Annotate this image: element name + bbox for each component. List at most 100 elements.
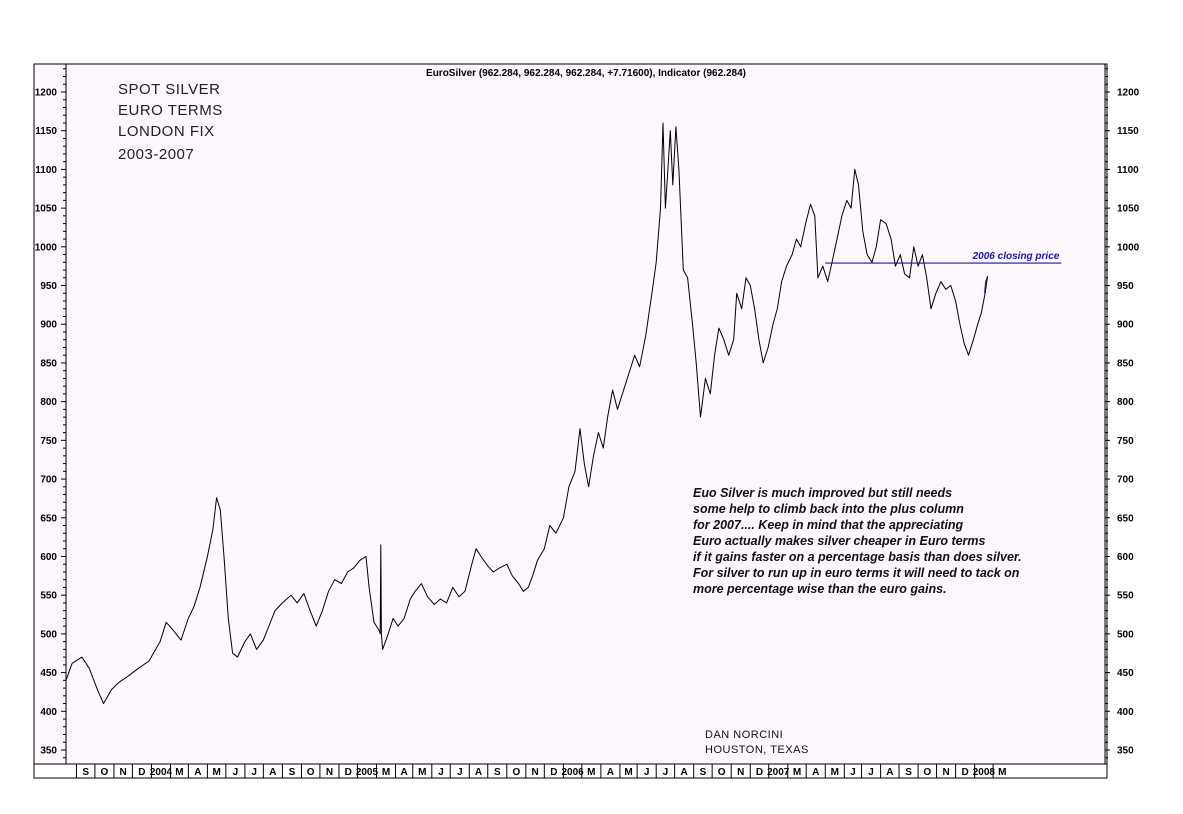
y-axis-right: 350 400 450 500 550 600 650 700 750 800 850 900 950 1… xyxy=(1104,64,1140,764)
y-tick-label: 350 xyxy=(1117,746,1134,757)
y-tick-label: 450 xyxy=(40,668,57,679)
x-tick-label: N xyxy=(737,767,744,778)
x-axis: S O N D 2004 M A M J J A S O N D 2005 M A M J J A S O N D 2006 M A M J… xyxy=(75,764,1007,778)
x-tick-label: 2006 xyxy=(561,767,584,778)
y-tick-label: 600 xyxy=(40,552,57,563)
x-tick-label: S xyxy=(289,767,296,778)
y-tick-label: 650 xyxy=(40,513,57,524)
title-line: SPOT SILVER xyxy=(118,81,220,98)
x-tick-label: J xyxy=(438,767,444,778)
y-tick-label: 1050 xyxy=(35,204,58,215)
series-layer xyxy=(65,122,989,705)
y-tick-label: 1000 xyxy=(35,242,58,253)
x-tick-label: A xyxy=(401,767,408,778)
x-tick-label: M xyxy=(587,767,595,778)
x-tick-label: J xyxy=(457,767,463,778)
y-tick-label: 1050 xyxy=(1117,204,1140,215)
annotation-line: For silver to run up in euro terms it wi… xyxy=(693,566,1020,580)
x-tick-label: J xyxy=(868,767,874,778)
x-tick-label: M xyxy=(382,767,390,778)
x-tick-label: O xyxy=(101,767,109,778)
y-tick-label: 1150 xyxy=(1117,126,1139,137)
x-tick-label: J xyxy=(251,767,257,778)
x-tick-label: O xyxy=(923,767,931,778)
x-tick-label: D xyxy=(962,767,969,778)
annotation-line: Euro actually makes silver cheaper in Eu… xyxy=(693,534,986,548)
y-tick-label: 700 xyxy=(40,475,57,486)
plot-area xyxy=(33,63,1108,765)
y-tick-label: 800 xyxy=(40,397,57,408)
x-tick-label: N xyxy=(942,767,949,778)
x-tick-label: M xyxy=(624,767,632,778)
x-tick-label: J xyxy=(644,767,650,778)
price-line xyxy=(65,122,989,705)
y-tick-label: 950 xyxy=(40,281,57,292)
y-tick-label: 850 xyxy=(40,358,57,369)
chart-title: SPOT SILVER EURO TERMS LONDON FIX 2003-2… xyxy=(118,81,223,163)
y-tick-label: 1000 xyxy=(1117,242,1140,253)
title-line: LONDON FIX xyxy=(118,123,215,140)
annotation-line: some help to climb back into the plus co… xyxy=(693,502,964,516)
x-tick-label: M xyxy=(418,767,426,778)
x-tick-label: M xyxy=(175,767,183,778)
y-tick-label: 500 xyxy=(40,629,57,640)
x-tick-label: S xyxy=(82,767,89,778)
x-tick-label: S xyxy=(494,767,501,778)
annotation-text: Euo Silver is much improved but still ne… xyxy=(693,486,1022,596)
x-tick-label: M xyxy=(793,767,801,778)
x-tick-label: M xyxy=(998,767,1006,778)
x-axis-strip xyxy=(33,763,1108,779)
y-tick-label: 550 xyxy=(40,591,57,602)
annotation-line: Euo Silver is much improved but still ne… xyxy=(693,486,952,500)
x-tick-label: D xyxy=(756,767,763,778)
x-tick-label: O xyxy=(512,767,520,778)
x-tick-label: J xyxy=(850,767,856,778)
recent-price-highlight xyxy=(984,276,989,294)
reference-line-label: 2006 closing price xyxy=(972,251,1060,262)
x-tick-label: S xyxy=(700,767,707,778)
signature: DAN NORCINI HOUSTON, TEXAS xyxy=(705,729,808,756)
x-tick-label: M xyxy=(831,767,839,778)
y-tick-label: 700 xyxy=(1117,475,1134,486)
y-tick-label: 800 xyxy=(1117,397,1134,408)
x-tick-label: 2004 xyxy=(150,767,173,778)
annotation-line: more percentage wise than the euro gains… xyxy=(693,582,947,596)
y-tick-label: 950 xyxy=(1117,281,1134,292)
x-tick-label: 2005 xyxy=(356,767,379,778)
y-tick-label: 900 xyxy=(40,320,57,331)
y-tick-label: 500 xyxy=(1117,629,1134,640)
y-tick-label: 650 xyxy=(1117,513,1134,524)
y-tick-label: 350 xyxy=(40,746,57,757)
x-tick-label: A xyxy=(607,767,614,778)
x-tick-label: A xyxy=(812,767,819,778)
chart-header: EuroSilver (962.284, 962.284, 962.284, +… xyxy=(426,68,746,79)
x-tick-label: A xyxy=(269,767,276,778)
x-tick-label: M xyxy=(212,767,220,778)
y-tick-label: 750 xyxy=(1117,436,1134,447)
x-tick-label: A xyxy=(886,767,893,778)
x-tick-label: J xyxy=(663,767,669,778)
y-tick-label: 1200 xyxy=(1117,88,1140,99)
x-tick-label: 2008 xyxy=(973,767,996,778)
title-line: EURO TERMS xyxy=(118,102,223,119)
y-tick-label: 1200 xyxy=(35,88,58,99)
y-tick-label: 900 xyxy=(1117,320,1134,331)
signature-name: DAN NORCINI xyxy=(705,729,783,741)
annotation-line: for 2007.... Keep in mind that the appre… xyxy=(693,518,964,532)
y-tick-label: 1100 xyxy=(1117,165,1139,176)
annotation-line: if it gains faster on a percentage basis… xyxy=(693,550,1022,564)
x-tick-label: J xyxy=(233,767,239,778)
x-tick-label: O xyxy=(718,767,726,778)
x-tick-label: N xyxy=(326,767,333,778)
y-tick-label: 400 xyxy=(1117,707,1134,718)
title-line: 2003-2007 xyxy=(118,146,194,163)
y-tick-label: 600 xyxy=(1117,552,1134,563)
y-tick-label: 750 xyxy=(40,436,57,447)
x-tick-label: D xyxy=(550,767,557,778)
x-tick-label: A xyxy=(475,767,482,778)
x-tick-label: D xyxy=(138,767,145,778)
y-tick-label: 450 xyxy=(1117,668,1134,679)
x-tick-label: A xyxy=(194,767,201,778)
reference-layer: 2006 closing price xyxy=(825,251,1062,294)
